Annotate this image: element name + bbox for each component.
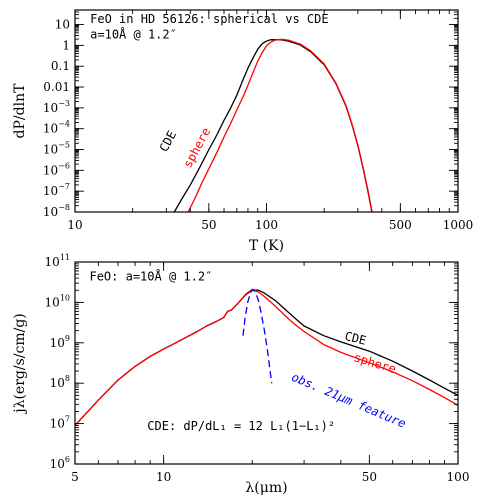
series-label: CDE bbox=[343, 329, 367, 348]
y-tick-label: 108 bbox=[50, 374, 70, 390]
y-tick-label: 10−5 bbox=[43, 141, 70, 157]
y-tick-label: 1010 bbox=[45, 293, 70, 309]
series-line-obs-21-m-feature bbox=[242, 288, 273, 384]
annotation: a=10Å @ 1.2″ bbox=[90, 26, 177, 41]
y-tick-label: 10−8 bbox=[43, 203, 70, 219]
y-tick-exponent: −5 bbox=[58, 141, 70, 150]
x-tick-label: 50 bbox=[362, 470, 377, 484]
y-tick-exponent: −3 bbox=[58, 99, 70, 108]
y-tick-exponent: 6 bbox=[65, 455, 70, 464]
panel2-ticks bbox=[74, 261, 459, 465]
y-tick-exponent: −8 bbox=[58, 203, 70, 212]
x-tick-label: 100 bbox=[255, 218, 278, 232]
series-line-sphere bbox=[75, 288, 458, 426]
series-line-cde bbox=[173, 38, 373, 212]
series-line-cde bbox=[75, 289, 458, 426]
y-tick-label: 10−7 bbox=[43, 182, 70, 198]
y-tick-exponent: 7 bbox=[65, 415, 70, 424]
y-axis-label: jλ(erg/s/cm/g) bbox=[12, 313, 28, 415]
y-tick-exponent: −6 bbox=[58, 161, 70, 170]
series-label: sphere bbox=[181, 125, 214, 170]
x-tick-label: 10 bbox=[67, 218, 82, 232]
y-tick-exponent: 9 bbox=[65, 334, 70, 343]
annotation: CDE: dP/dL₁ = 12 L₁(1−L₁)² bbox=[147, 419, 335, 433]
y-axis-label: dP/dlnT bbox=[12, 83, 28, 139]
y-tick-label: 1011 bbox=[45, 253, 70, 269]
panel2-axes-frame bbox=[74, 261, 459, 465]
annotation: FeO in HD 56126: spherical vs CDE bbox=[90, 12, 328, 26]
y-tick-exponent: −7 bbox=[58, 182, 70, 191]
y-tick-label: 107 bbox=[50, 415, 70, 431]
x-tick-label: 5 bbox=[71, 470, 79, 484]
x-axis-label: T (K) bbox=[249, 238, 284, 254]
y-tick-label: 10−3 bbox=[43, 99, 70, 115]
x-tick-label: 500 bbox=[389, 218, 412, 232]
panel-temperature-distribution: 10 50 100 500 1000 10 1 0.1 0.01 10−3 10−4 10−5 10−6… bbox=[12, 9, 473, 254]
y-tick-label: 0.01 bbox=[43, 80, 70, 94]
x-tick-label: 1000 bbox=[443, 218, 474, 232]
y-tick-label: 0.1 bbox=[51, 59, 70, 73]
panel1-text: 10 50 100 500 1000 10 1 0.1 0.01 10−3 10−4 10−5 10−6… bbox=[12, 12, 473, 254]
y-tick-label: 109 bbox=[50, 334, 70, 350]
series-line-sphere bbox=[187, 38, 373, 212]
panel2-series bbox=[75, 288, 458, 426]
x-axis-label: λ(μm) bbox=[245, 480, 287, 496]
y-tick-exponent: 10 bbox=[60, 293, 70, 302]
y-tick-exponent: 8 bbox=[65, 374, 70, 383]
annotation: FeO: a=10Å @ 1.2″ bbox=[89, 268, 212, 283]
panel1-ticks bbox=[74, 9, 459, 213]
panel-emissivity-spectrum: 5 10 50 10010111010109108107106CDEsphereobs… bbox=[12, 253, 469, 496]
panel1-series bbox=[173, 38, 373, 212]
y-tick-label: 10 bbox=[55, 18, 70, 32]
series-label: CDE bbox=[157, 128, 180, 154]
y-tick-label: 106 bbox=[50, 455, 70, 471]
y-tick-label: 10−4 bbox=[43, 120, 70, 136]
x-tick-label: 100 bbox=[447, 470, 470, 484]
y-tick-label: 1 bbox=[62, 38, 70, 52]
x-tick-label: 50 bbox=[201, 218, 216, 232]
y-tick-exponent: 11 bbox=[60, 253, 70, 262]
x-tick-label: 10 bbox=[156, 470, 171, 484]
y-tick-label: 10−6 bbox=[43, 161, 70, 177]
panel2-text: 5 10 50 10010111010109108107106CDEsphereobs… bbox=[12, 253, 469, 496]
y-tick-exponent: −4 bbox=[58, 120, 70, 129]
